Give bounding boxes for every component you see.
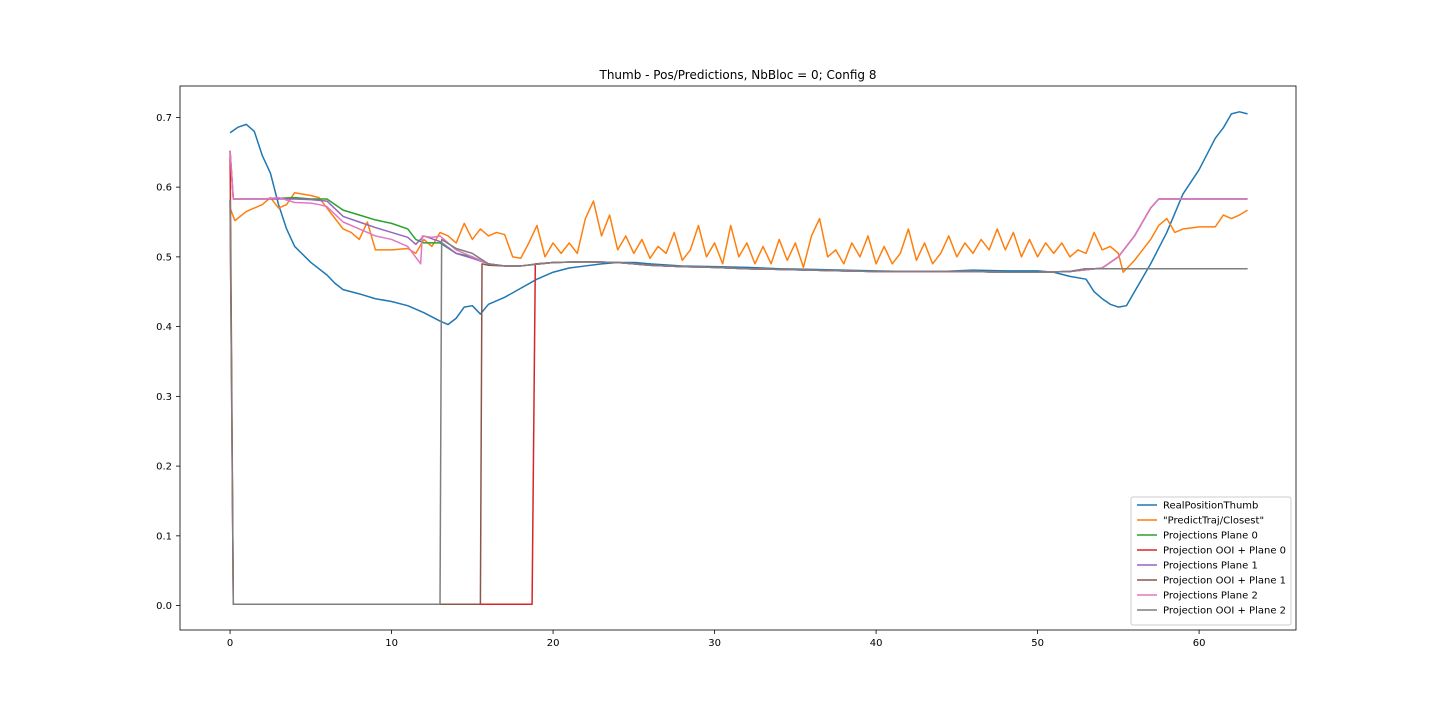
x-tick-label: 60 <box>1193 638 1206 649</box>
legend-label: Projections Plane 0 <box>1163 531 1258 542</box>
y-tick-label: 0.2 <box>156 462 172 473</box>
legend: RealPositionThumb "PredictTraj/Closest" Pr… <box>1130 496 1292 626</box>
x-tick-label: 0 <box>227 638 233 649</box>
x-tick-label: 50 <box>1031 638 1044 649</box>
series-line-2 <box>229 191 1248 273</box>
x-tick-label: 20 <box>547 638 560 649</box>
legend-label: Projection OOI + Plane 2 <box>1163 606 1286 617</box>
y-tick-label: 0.4 <box>156 322 172 333</box>
legend-label: "PredictTraj/Closest" <box>1163 516 1264 527</box>
series-layer <box>229 111 1248 605</box>
legend-label: Projection OOI + Plane 1 <box>1163 576 1286 587</box>
x-tick-label: 30 <box>708 638 721 649</box>
legend-label: Projections Plane 1 <box>1163 561 1258 572</box>
legend-box <box>1130 496 1292 626</box>
y-tick-label: 0.5 <box>156 252 172 263</box>
y-tick-label: 0.0 <box>156 601 172 612</box>
y-tick-label: 0.1 <box>156 531 172 542</box>
legend-label: RealPositionThumb <box>1163 501 1258 512</box>
y-tick-label: 0.7 <box>156 113 172 124</box>
y-tick-label: 0.6 <box>156 183 172 194</box>
legend-label: Projection OOI + Plane 0 <box>1163 546 1286 557</box>
x-axis: 0 10 20 30 40 50 60 <box>227 630 1206 649</box>
legend-label: Projections Plane 2 <box>1163 591 1258 602</box>
x-tick-label: 40 <box>870 638 883 649</box>
y-tick-label: 0.3 <box>156 392 172 403</box>
series-line-8 <box>229 199 1248 605</box>
x-tick-label: 10 <box>385 638 398 649</box>
chart-title: Thumb - Pos/Predictions, NbBloc = 0; Con… <box>599 68 877 82</box>
plot-frame <box>179 85 1297 631</box>
y-axis: 0.0 0.1 0.2 0.3 0.4 0.5 0.6 0.7 <box>156 113 180 612</box>
